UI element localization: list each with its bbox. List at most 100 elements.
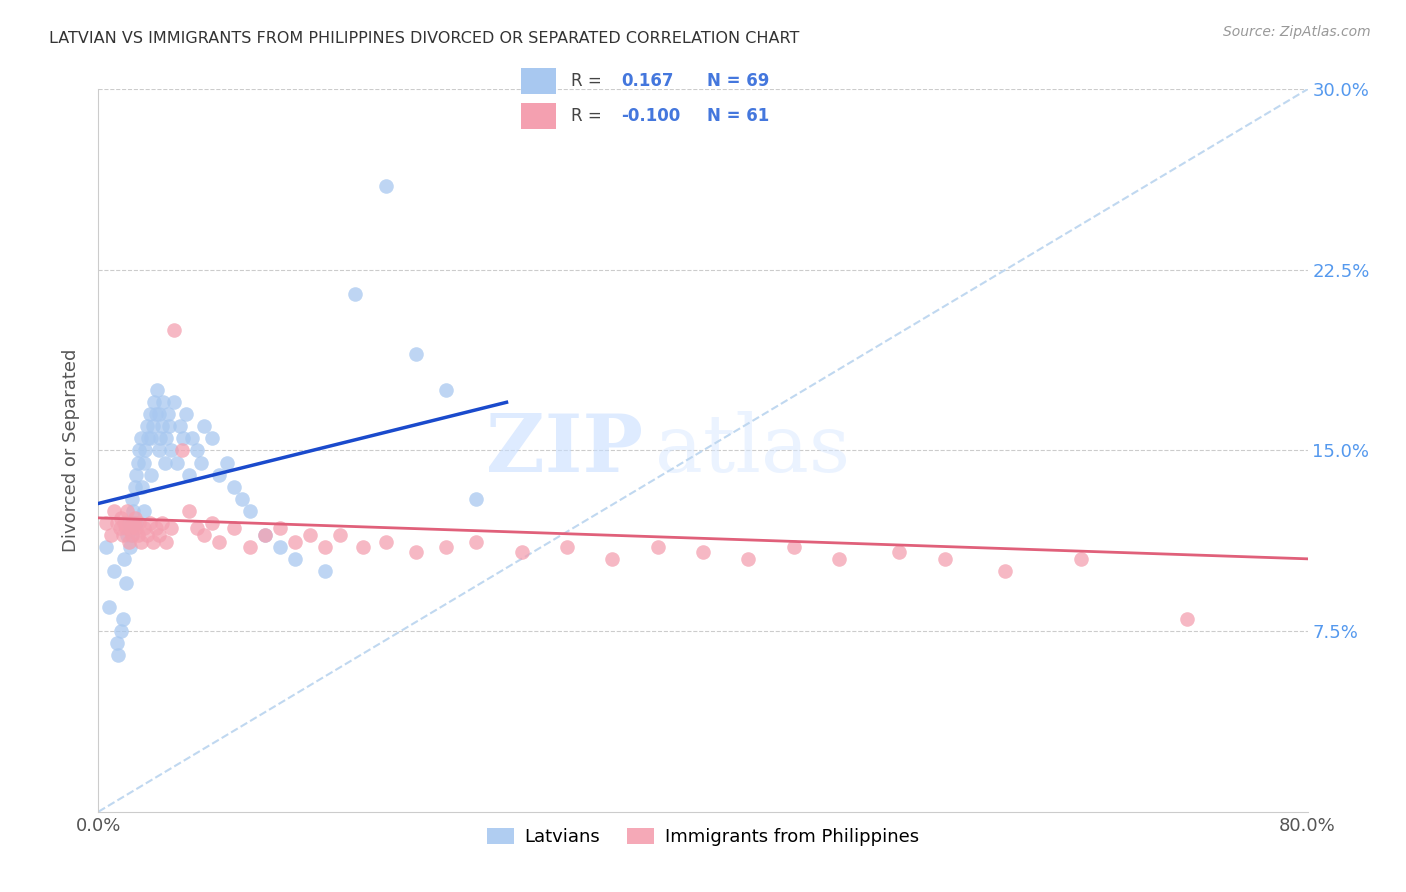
Point (166, 455, 188, 469)
Point (163, 323, 186, 337)
Point (153, 455, 176, 469)
Point (125, 520, 148, 534)
Point (148, 527, 170, 541)
Point (139, 407, 162, 421)
Point (434, 540, 457, 554)
Text: ZIP: ZIP (485, 411, 643, 490)
Point (160, 443, 183, 458)
Point (1070, 551, 1092, 566)
Bar (520, 68, 557, 95)
Point (889, 544, 911, 558)
Point (127, 527, 149, 541)
Point (103, 503, 125, 517)
Point (994, 564, 1017, 578)
Point (105, 516, 128, 530)
Point (146, 384, 169, 398)
Point (150, 419, 173, 434)
Point (105, 636, 128, 650)
Point (179, 503, 201, 517)
Point (141, 467, 163, 482)
Point (155, 431, 177, 445)
Point (299, 527, 322, 541)
Point (201, 516, 224, 530)
Text: Source: ZipAtlas.com: Source: ZipAtlas.com (1223, 25, 1371, 39)
Point (94, 516, 117, 530)
Point (129, 431, 152, 445)
Point (124, 511, 146, 525)
Point (114, 576, 136, 591)
Point (120, 520, 142, 534)
Point (405, 544, 427, 558)
Point (108, 520, 131, 534)
Point (160, 520, 183, 534)
Point (179, 467, 201, 482)
Point (103, 564, 125, 578)
Point (148, 443, 170, 458)
Point (172, 431, 194, 445)
Point (169, 419, 191, 434)
Point (934, 551, 956, 566)
Point (110, 511, 132, 525)
Point (139, 516, 162, 530)
Point (215, 455, 238, 469)
Point (344, 286, 367, 301)
Point (125, 467, 148, 482)
Text: N = 61: N = 61 (707, 106, 769, 125)
Point (132, 503, 155, 517)
Point (405, 347, 427, 361)
Point (145, 520, 167, 534)
Point (125, 516, 148, 530)
Point (828, 551, 851, 566)
Point (115, 527, 138, 541)
Point (141, 431, 163, 445)
Point (352, 540, 374, 554)
Point (181, 431, 204, 445)
Point (107, 648, 129, 662)
Point (145, 407, 167, 421)
Text: atlas: atlas (655, 411, 849, 490)
Point (239, 540, 262, 554)
Point (231, 491, 253, 506)
Point (374, 535, 396, 549)
Point (121, 527, 143, 541)
Point (98, 599, 121, 614)
Point (156, 407, 179, 421)
Point (149, 431, 172, 445)
Point (1175, 612, 1198, 626)
Point (121, 491, 143, 506)
Point (115, 503, 138, 517)
Point (783, 540, 806, 554)
Point (555, 540, 578, 554)
Point (170, 443, 193, 458)
Point (208, 467, 231, 482)
Point (602, 551, 624, 566)
Point (174, 407, 197, 421)
Point (121, 527, 143, 541)
Point (143, 395, 166, 409)
Text: LATVIAN VS IMMIGRANTS FROM PHILIPPINES DIVORCED OR SEPARATED CORRELATION CHART: LATVIAN VS IMMIGRANTS FROM PHILIPPINES D… (49, 31, 800, 46)
Point (374, 178, 396, 193)
Point (186, 443, 208, 458)
Point (118, 516, 141, 530)
Point (152, 395, 174, 409)
Point (120, 540, 142, 554)
Point (163, 395, 186, 409)
Point (127, 455, 149, 469)
Point (224, 520, 246, 534)
Point (434, 384, 457, 398)
Text: -0.100: -0.100 (621, 106, 681, 125)
Point (112, 516, 135, 530)
Point (122, 503, 145, 517)
Point (124, 480, 146, 494)
Point (201, 431, 224, 445)
Point (239, 503, 262, 517)
Point (737, 551, 759, 566)
Point (314, 540, 336, 554)
Point (100, 527, 122, 541)
Point (510, 544, 533, 558)
Point (148, 407, 170, 421)
Point (134, 443, 156, 458)
Text: R =: R = (571, 106, 602, 125)
Point (128, 443, 150, 458)
Point (131, 480, 153, 494)
